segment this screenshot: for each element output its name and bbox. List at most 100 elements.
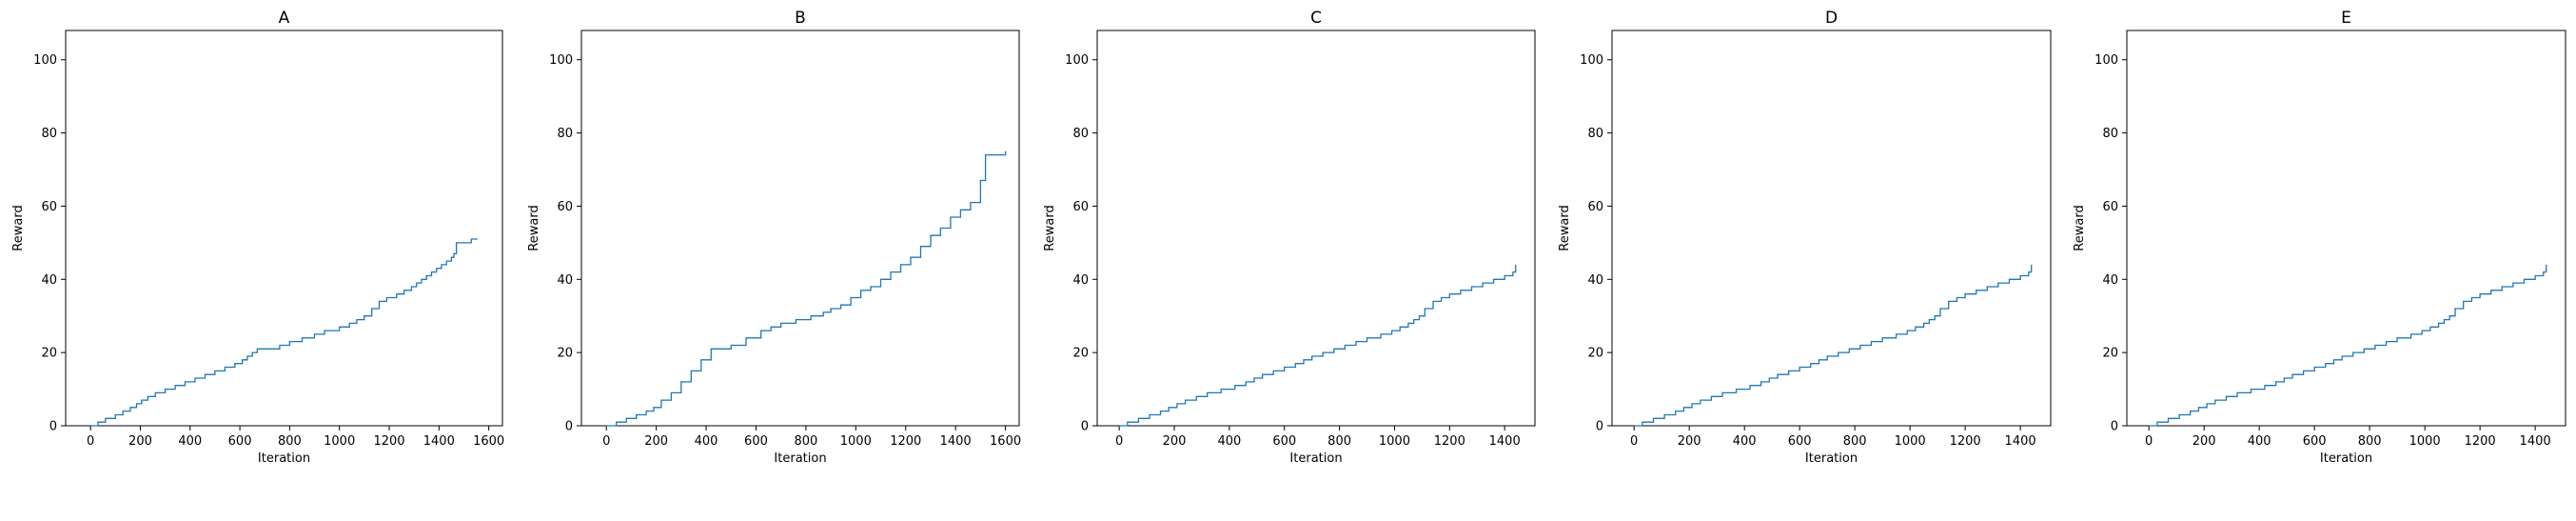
y-tick-label: 80 — [1072, 127, 1089, 141]
x-tick-label: 200 — [1163, 434, 1187, 449]
x-axis-label: Iteration — [2320, 451, 2372, 466]
x-tick-label: 200 — [644, 434, 668, 449]
x-tick-label: 0 — [1630, 434, 1638, 449]
x-axis-label: Iteration — [258, 451, 310, 466]
x-tick-label: 1400 — [423, 434, 455, 449]
chart-panel-c: C 0 200 400 600 800 1000 1200 1400 0 20 40 60 80 100 It… — [1043, 9, 1536, 466]
series-line — [90, 238, 478, 427]
x-tick-label: 800 — [2358, 434, 2382, 449]
x-tick-label: 400 — [1217, 434, 1241, 449]
y-tick-label: 20 — [1587, 347, 1603, 361]
y-tick-label: 100 — [549, 53, 573, 68]
x-tick-label: 200 — [128, 434, 152, 449]
y-tick-label: 40 — [1587, 273, 1603, 288]
x-tick-label: 0 — [602, 434, 610, 449]
y-tick-label: 40 — [41, 273, 57, 288]
y-tick-label: 60 — [557, 200, 573, 214]
y-axis-label: Reward — [11, 205, 26, 250]
y-tick-label: 40 — [557, 273, 573, 288]
plot-frame — [65, 30, 503, 427]
plot-frame — [2126, 30, 2566, 427]
y-tick-label: 0 — [49, 420, 57, 434]
y-tick-label: 40 — [2102, 273, 2118, 288]
y-axis-label: Reward — [2073, 205, 2087, 250]
x-tick-label: 200 — [1678, 434, 1701, 449]
chart-panel-a: A 0 200 400 600 800 1000 1200 1400 1600 0 20 40 60 80 1… — [11, 9, 504, 466]
chart-title: B — [795, 9, 806, 28]
chart-title: A — [279, 9, 290, 28]
y-tick-label: 20 — [557, 347, 573, 361]
x-tick-label: 600 — [1272, 434, 1296, 449]
x-tick-label: 1600 — [990, 434, 1021, 449]
y-tick-label: 0 — [565, 420, 573, 434]
x-axis-label: Iteration — [1805, 451, 1858, 466]
chart-title: E — [2341, 9, 2351, 28]
y-tick-label: 20 — [2102, 347, 2118, 361]
x-tick-label: 1400 — [940, 434, 972, 449]
x-tick-label: 1200 — [2465, 434, 2496, 449]
chart-title: D — [1825, 9, 1838, 28]
series-line — [1634, 264, 2033, 427]
x-tick-label: 400 — [2248, 434, 2271, 449]
y-tick-label: 100 — [1580, 53, 1603, 68]
y-tick-label: 0 — [1081, 420, 1089, 434]
y-tick-label: 60 — [1072, 200, 1089, 214]
x-tick-label: 0 — [1115, 434, 1123, 449]
chart-panel-d: D 0 200 400 600 800 1000 1200 1400 0 20 40 60 80 100 It… — [1558, 9, 2052, 466]
x-tick-label: 400 — [1733, 434, 1757, 449]
x-tick-label: 200 — [2193, 434, 2216, 449]
chart-panel-e: E 0 200 400 600 800 1000 1200 1400 0 20 40 60 80 100 It… — [2073, 9, 2566, 466]
y-tick-label: 60 — [1587, 200, 1603, 214]
x-tick-label: 600 — [1788, 434, 1812, 449]
x-tick-label: 600 — [2303, 434, 2327, 449]
chart-panel-b: B 0 200 400 600 800 1000 1200 1400 1600 0 20 40 60 80 1… — [527, 9, 1021, 466]
series-line — [2149, 264, 2547, 427]
plot-frame — [1096, 30, 1536, 427]
x-tick-label: 1200 — [373, 434, 404, 449]
y-tick-label: 100 — [33, 53, 57, 68]
x-tick-label: 1000 — [840, 434, 872, 449]
x-tick-label: 600 — [744, 434, 768, 449]
x-tick-label: 1200 — [1950, 434, 1981, 449]
x-axis-label: Iteration — [1289, 451, 1342, 466]
chart-title: C — [1310, 9, 1322, 28]
x-tick-label: 800 — [278, 434, 302, 449]
x-tick-label: 1000 — [2409, 434, 2441, 449]
y-tick-label: 20 — [1072, 347, 1089, 361]
x-tick-label: 0 — [2145, 434, 2153, 449]
y-tick-label: 60 — [41, 200, 57, 214]
x-tick-label: 800 — [1327, 434, 1351, 449]
y-tick-label: 40 — [1072, 273, 1089, 288]
x-tick-label: 1000 — [1379, 434, 1410, 449]
x-axis-label: Iteration — [774, 451, 826, 466]
x-tick-label: 400 — [178, 434, 202, 449]
y-axis-label: Reward — [1043, 205, 1057, 250]
y-tick-label: 80 — [41, 127, 57, 141]
x-tick-label: 800 — [794, 434, 817, 449]
x-tick-label: 1000 — [1895, 434, 1926, 449]
x-tick-label: 0 — [87, 434, 94, 449]
x-tick-label: 1200 — [1434, 434, 1465, 449]
x-tick-label: 1600 — [473, 434, 504, 449]
plot-frame — [580, 30, 1020, 427]
x-tick-label: 400 — [695, 434, 718, 449]
x-tick-label: 1400 — [2520, 434, 2551, 449]
y-tick-label: 80 — [2102, 127, 2118, 141]
series-line — [606, 150, 1007, 427]
y-tick-label: 100 — [1065, 53, 1089, 68]
y-tick-label: 80 — [557, 127, 573, 141]
y-tick-label: 0 — [2111, 420, 2118, 434]
plot-frame — [1611, 30, 2052, 427]
series-line — [1119, 264, 1517, 427]
x-tick-label: 1200 — [890, 434, 921, 449]
x-tick-label: 1400 — [2005, 434, 2036, 449]
y-tick-label: 100 — [2094, 53, 2118, 68]
y-axis-label: Reward — [527, 205, 541, 250]
x-tick-label: 1000 — [324, 434, 355, 449]
y-tick-label: 60 — [2102, 200, 2118, 214]
y-tick-label: 20 — [41, 347, 57, 361]
x-tick-label: 1400 — [1489, 434, 1521, 449]
x-tick-label: 800 — [1843, 434, 1867, 449]
y-tick-label: 0 — [1596, 420, 1603, 434]
